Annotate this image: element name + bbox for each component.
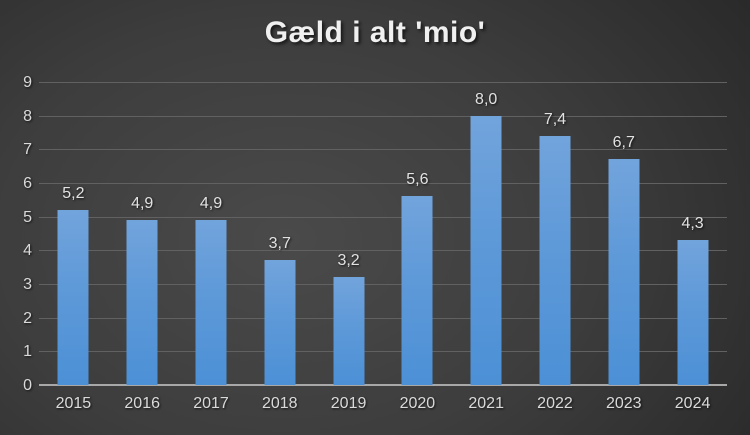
y-tick-label: 6 xyxy=(23,175,32,192)
bar-column: 4,9 xyxy=(108,82,177,385)
bar-value-label: 5,6 xyxy=(406,171,429,189)
bar-value-label: 4,9 xyxy=(199,195,223,213)
bar-2016 xyxy=(126,220,158,385)
gridline xyxy=(39,317,727,319)
gridline xyxy=(39,183,727,184)
y-tick-label: 9 xyxy=(23,74,32,91)
x-tick-label: 2018 xyxy=(261,395,298,412)
y-tick-label: 1 xyxy=(23,343,32,361)
bar-column: 3,2 xyxy=(314,82,383,385)
y-tick-label: 5 xyxy=(23,208,32,226)
plot-area: 5,2 4,9 4,9 3,7 3,2 5,6 8,0 7,4 6,7 4,3 xyxy=(39,82,727,386)
bar-2015 xyxy=(57,209,89,385)
gridline xyxy=(39,216,727,218)
bar-value-label: 3,2 xyxy=(337,252,360,270)
bar-2022 xyxy=(539,135,571,385)
bar-column: 8,0 xyxy=(452,82,521,385)
x-tick-label: 2022 xyxy=(537,395,573,412)
y-tick-label: 8 xyxy=(23,107,32,125)
bar-value-label: 3,7 xyxy=(268,235,291,253)
bar-2019 xyxy=(333,277,365,385)
bar-column: 3,7 xyxy=(245,82,314,385)
x-tick-label: 2020 xyxy=(399,395,436,412)
x-tick-label: 2017 xyxy=(193,395,229,412)
gridline xyxy=(39,351,727,353)
bar-column: 5,6 xyxy=(383,82,452,385)
y-tick-label: 4 xyxy=(23,242,32,260)
bar-column: 5,2 xyxy=(39,82,108,385)
bar-value-label: 6,7 xyxy=(612,134,635,152)
chart-title: Gæld i alt 'mio' xyxy=(264,16,486,49)
x-tick-label: 2016 xyxy=(124,395,160,412)
gridline xyxy=(39,82,727,83)
y-tick-label: 2 xyxy=(23,309,32,327)
bar-value-label: 4,3 xyxy=(681,215,704,233)
bar-2023 xyxy=(608,159,640,385)
gridline xyxy=(39,284,727,285)
x-tick-label: 2021 xyxy=(468,395,504,412)
bar-value-label: 5,2 xyxy=(62,184,85,202)
y-tick-label: 7 xyxy=(23,141,32,159)
y-axis-labels: 0 1 2 3 4 5 6 7 8 9 xyxy=(0,74,32,394)
bar-2020 xyxy=(401,196,433,385)
bar-column: 6,7 xyxy=(589,82,658,385)
x-tick-label: 2019 xyxy=(330,395,367,412)
bars: 5,2 4,9 4,9 3,7 3,2 5,6 8,0 7,4 6,7 4,3 xyxy=(39,82,727,385)
x-axis-line xyxy=(39,384,727,386)
gridline xyxy=(39,149,727,151)
bar-column: 4,9 xyxy=(177,82,246,385)
y-tick-label: 3 xyxy=(23,276,32,293)
x-tick-label: 2015 xyxy=(55,395,92,412)
x-axis-labels: 2015 2016 2017 2018 2019 2020 2021 2022 2023 2024 xyxy=(39,395,727,413)
bar-2021 xyxy=(470,115,502,385)
y-tick-label: 0 xyxy=(23,377,32,394)
bar-column: 4,3 xyxy=(658,82,727,385)
bar-value-label: 8,0 xyxy=(475,90,498,108)
bar-2024 xyxy=(677,240,709,385)
x-tick-label: 2024 xyxy=(674,395,711,412)
gridline xyxy=(39,250,727,252)
bar-value-label: 7,4 xyxy=(543,110,567,128)
gridline xyxy=(39,115,727,117)
bar-value-label: 4,9 xyxy=(131,195,154,213)
bar-2017 xyxy=(195,220,227,385)
x-tick-label: 2023 xyxy=(605,395,642,412)
bar-column: 7,4 xyxy=(521,82,590,385)
bar-2018 xyxy=(264,260,296,385)
